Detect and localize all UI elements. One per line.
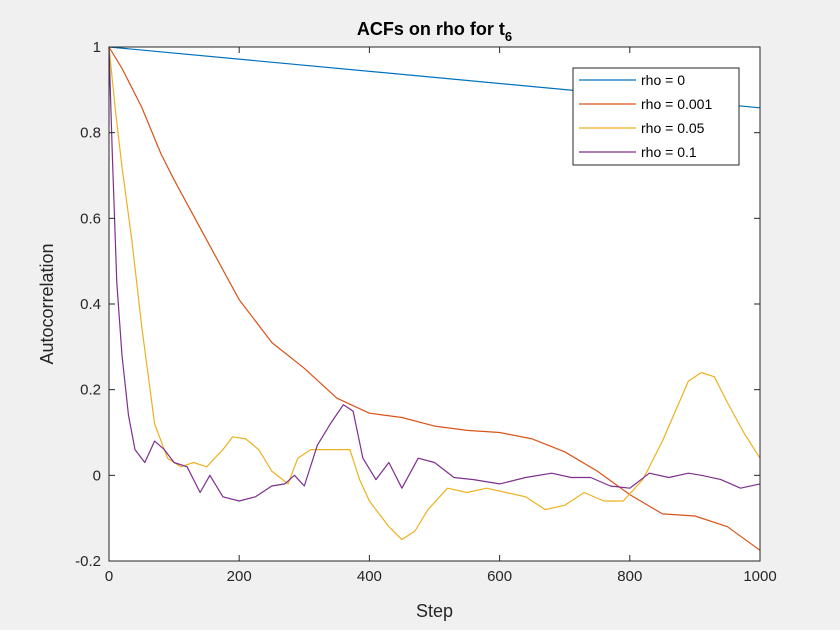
legend-label-1: rho = 0.001 [641, 96, 712, 112]
y-tick-label: 0.4 [80, 296, 101, 313]
ticks-layer: 0 200 400 600 800 1000-0.200.20.40.60.81 [75, 39, 777, 585]
x-tick-label: 1000 [743, 568, 776, 585]
x-tick-label: 600 [487, 568, 512, 585]
x-tick-label: 0 [105, 568, 113, 585]
y-tick-label: 0.6 [80, 210, 101, 227]
y-tick-label: 0.2 [80, 382, 101, 399]
chart-title: ACFs on rho for t6 [357, 19, 512, 44]
chart-title-text: ACFs on rho for t [357, 19, 505, 39]
y-tick-label: 0.8 [80, 125, 101, 142]
legend-box [572, 67, 740, 166]
legend-label-2: rho = 0.05 [641, 120, 705, 136]
series-line-1 [108, 46, 761, 551]
legend-label-3: rho = 0.1 [641, 144, 697, 160]
x-tick-label: 800 [617, 568, 642, 585]
y-tick-label: 0 [93, 467, 101, 484]
series-line-2 [108, 46, 761, 541]
y-axis-label: Autocorrelation [37, 243, 57, 364]
y-tick-label: 1 [93, 39, 101, 56]
legend: rho = 0 rho = 0.001 rho = 0.05 rho = 0.1 [572, 67, 740, 166]
x-tick-label: 400 [357, 568, 382, 585]
x-tick-label: 200 [227, 568, 252, 585]
chart-title-subscript: 6 [505, 29, 512, 44]
x-axis-label: Step [416, 601, 453, 621]
series-line-3 [108, 46, 761, 502]
y-tick-label: -0.2 [75, 553, 101, 570]
legend-label-0: rho = 0 [641, 72, 685, 88]
